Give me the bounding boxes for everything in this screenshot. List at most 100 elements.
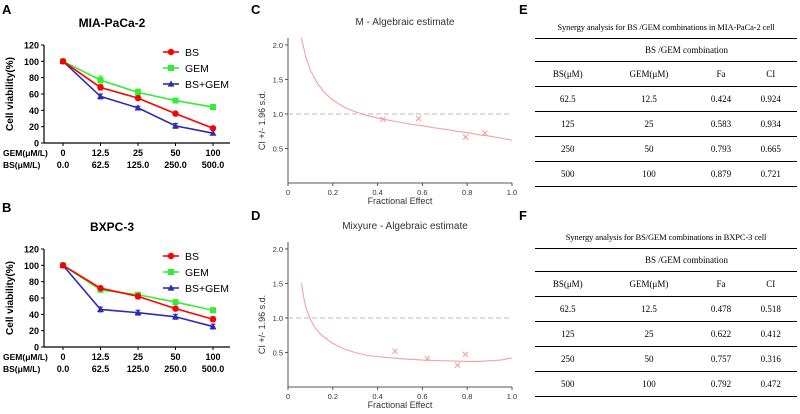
column-header: BS(μM) — [535, 61, 601, 87]
y-tick-label: 40 — [29, 106, 39, 116]
table-cell: 0.424 — [697, 86, 745, 112]
bs-tick-label: 0.0 — [57, 160, 70, 170]
data-point — [379, 116, 386, 123]
row-label-gem: GEM(μM/L) — [3, 352, 48, 362]
ci-curve — [300, 37, 513, 141]
table-cell: 12.5 — [600, 86, 698, 112]
table-row: 62.5 12.5 0.478 0.518 — [535, 296, 797, 322]
data-point — [172, 122, 179, 129]
chart-title: MIA-PaCa-2 — [79, 16, 146, 30]
table-cell: 0.412 — [744, 321, 797, 347]
legend-marker — [167, 80, 175, 87]
x-tick-label: 1.0 — [507, 392, 517, 401]
panel-label-c: C — [251, 2, 261, 17]
table-cell: 250 — [535, 346, 601, 372]
table-cell: 0.934 — [744, 111, 797, 137]
x-tick-label: 0 — [286, 188, 290, 197]
chart-title: BXPC-3 — [90, 220, 134, 234]
legend-label: GEM — [185, 63, 209, 75]
synergy-table-mia-paca-2: Synergy analysis for BS /GEM combination… — [535, 16, 797, 187]
x-axis-label: Fractional Effect — [368, 196, 433, 204]
table-row: 500 100 0.879 0.721 — [535, 161, 797, 187]
point-stroke — [481, 130, 488, 137]
table-row: 125 25 0.583 0.934 — [535, 111, 797, 137]
table-cell: 0.879 — [697, 161, 745, 187]
table-cell: 125 — [535, 111, 601, 137]
data-point — [172, 110, 179, 117]
x-tick-label: 0 — [60, 352, 65, 362]
x-tick-label: 0.4 — [372, 188, 382, 197]
data-point — [134, 309, 142, 316]
data-point — [97, 305, 104, 313]
ci-curve — [300, 283, 513, 363]
table-cell: 100 — [600, 161, 698, 187]
column-header: CI — [744, 271, 797, 297]
x-tick-label: 12.5 — [92, 148, 110, 158]
y-tick-label: 120 — [24, 41, 39, 51]
legend-label: BS+GEM — [185, 79, 229, 91]
table-cell: 12.5 — [600, 296, 698, 322]
legend-marker — [168, 65, 174, 71]
y-tick-label: 0 — [34, 343, 39, 353]
x-tick-label: 0.8 — [462, 188, 472, 197]
x-tick-label: 50 — [170, 352, 180, 362]
x-tick-label: 0.6 — [417, 188, 427, 197]
row-label-gem: GEM(μM/L) — [3, 148, 48, 158]
data-point — [210, 307, 216, 314]
table-cell: 50 — [600, 346, 698, 372]
y-tick-label: 120 — [24, 245, 39, 255]
legend-marker — [167, 48, 175, 56]
y-tick-label: 0.5 — [273, 348, 283, 357]
x-tick-label: 100 — [205, 148, 220, 158]
x-tick-label: 25 — [133, 148, 143, 158]
data-point — [134, 94, 142, 102]
column-header: CI — [744, 61, 797, 87]
table-cell: 25 — [600, 111, 698, 137]
panel-label-a: A — [2, 2, 12, 17]
data-point — [462, 351, 469, 358]
y-tick-label: 1.0 — [273, 314, 283, 323]
data-point — [59, 262, 67, 269]
table-cell: 0.924 — [744, 86, 797, 112]
table-cell: 500 — [535, 161, 601, 187]
data-point — [97, 92, 104, 100]
point-stroke — [392, 348, 399, 355]
point-stroke — [462, 134, 469, 141]
table-header-row: BS(μM) GEM(μM) Fa CI — [535, 271, 797, 297]
ci-plot-mixyure-algebraic: Mixyure - Algebraic estimate CI +/- 1.96 … — [257, 221, 517, 410]
synergy-table-bxpc-3: Synergy analysis for BS/GEM combinations… — [535, 226, 797, 397]
data-point — [210, 104, 216, 111]
data-point — [134, 293, 142, 300]
data-point — [172, 299, 179, 306]
x-tick-label: 0 — [60, 148, 65, 158]
y-tick-label: 80 — [29, 277, 39, 287]
bs-tick-label: 250.0 — [164, 160, 187, 170]
y-tick-label: 100 — [24, 57, 39, 67]
x-tick-label: 12.5 — [92, 352, 110, 362]
chart-title: M - Algebraic estimate — [356, 17, 455, 28]
panel-label-b: B — [2, 200, 12, 215]
panel-label-f: F — [519, 208, 527, 223]
legend-marker — [167, 252, 175, 260]
legend-label: BS — [185, 47, 199, 59]
point-stroke — [424, 355, 431, 362]
x-tick-label: 0.2 — [328, 392, 338, 401]
y-tick-label: 60 — [29, 90, 39, 100]
x-tick-label: 25 — [133, 352, 143, 362]
point-stroke — [379, 116, 386, 123]
table-cell: 0.721 — [744, 161, 797, 187]
data-point — [97, 285, 104, 292]
table-title: Synergy analysis for BS /GEM combination… — [535, 16, 797, 39]
data-point — [172, 97, 179, 104]
table-title: Synergy analysis for BS/GEM combinations… — [535, 226, 797, 249]
bs-tick-label: 62.5 — [92, 160, 110, 170]
table-cell: 100 — [600, 371, 698, 397]
table-cell: 0.665 — [744, 136, 797, 162]
column-header: GEM(μM) — [600, 61, 698, 87]
bs-tick-label: 62.5 — [92, 364, 110, 374]
ci-plot-m-algebraic: M - Algebraic estimate CI +/- 1.96 s.d. 0.… — [257, 17, 517, 204]
bs-tick-label: 0.0 — [57, 364, 70, 374]
y-tick-label: 1.5 — [273, 75, 283, 84]
y-axis-label: Cell viability(%) — [5, 261, 16, 335]
y-tick-label: 100 — [24, 261, 39, 271]
